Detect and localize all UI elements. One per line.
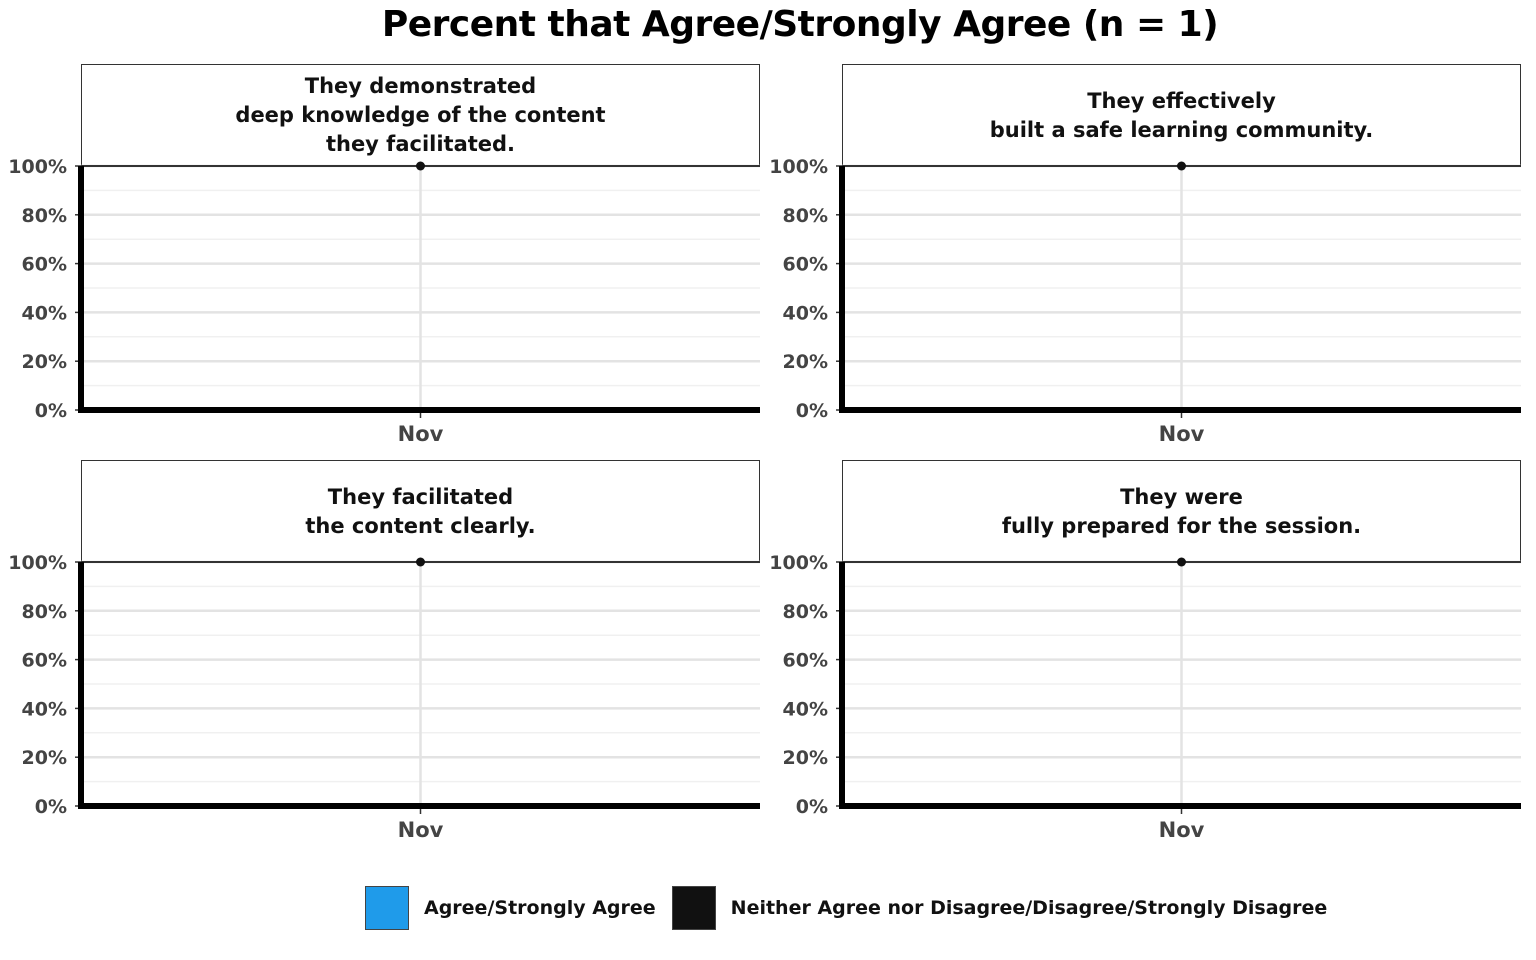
- y-tick-label: 0%: [35, 796, 67, 818]
- y-tick-label: 80%: [22, 601, 67, 623]
- legend: Agree/Strongly Agree Neither Agree nor D…: [365, 885, 1343, 931]
- page-title: Percent that Agree/Strongly Agree (n = 1…: [381, 4, 1219, 45]
- y-tick-label: 60%: [783, 254, 828, 276]
- facet-strip: They effectively built a safe learning c…: [842, 64, 1521, 166]
- data-point: [416, 557, 425, 567]
- y-tick-label: 80%: [783, 205, 828, 227]
- x-tick-label: Nov: [398, 818, 444, 842]
- facet-plot: 0% 20% 40% 60% 80% 100% Nov: [769, 156, 1521, 446]
- y-tick-label: 60%: [22, 254, 67, 276]
- y-tick-label: 20%: [22, 747, 67, 769]
- y-tick-label: 100%: [769, 552, 828, 574]
- facet-title: They effectively built a safe learning c…: [989, 88, 1374, 142]
- y-tick-label: 20%: [783, 747, 828, 769]
- legend-key-neither: [671, 886, 716, 930]
- x-tick-label: Nov: [1159, 818, 1205, 842]
- data-point: [416, 161, 425, 171]
- y-tick-label: 40%: [22, 302, 67, 324]
- facet-plot: 0% 20% 40% 60% 80% 100% Nov: [8, 552, 760, 842]
- y-tick-label: 60%: [22, 650, 67, 672]
- y-tick-label: 0%: [35, 400, 67, 422]
- y-tick-label: 0%: [796, 796, 828, 818]
- facet-strip: They facilitated the content clearly.: [81, 460, 760, 562]
- y-tick-label: 60%: [783, 650, 828, 672]
- facet-panel: They facilitated the content clearly. 0% 2…: [8, 460, 760, 846]
- facet-strip: They demonstrated deep knowledge of the …: [81, 64, 760, 166]
- facet-panel: They were fully prepared for the session…: [769, 460, 1521, 846]
- y-tick-label: 100%: [8, 552, 67, 574]
- x-tick-label: Nov: [1159, 422, 1205, 446]
- x-tick-label: Nov: [398, 422, 444, 446]
- facet-title: They facilitated the content clearly.: [305, 484, 536, 538]
- y-tick-label: 20%: [783, 351, 828, 373]
- facet-plot: 0% 20% 40% 60% 80% 100% Nov: [8, 156, 760, 446]
- facet-title: They were fully prepared for the session…: [1001, 484, 1362, 538]
- facet-title: They demonstrated deep knowledge of the …: [235, 74, 606, 156]
- y-tick-label: 0%: [796, 400, 828, 422]
- y-tick-label: 40%: [22, 698, 67, 720]
- data-point: [1177, 161, 1186, 171]
- facet-panel: They demonstrated deep knowledge of the …: [8, 64, 760, 450]
- facet-panel: They effectively built a safe learning c…: [769, 64, 1521, 450]
- facet-plot: 0% 20% 40% 60% 80% 100% Nov: [769, 552, 1521, 842]
- y-tick-label: 80%: [783, 601, 828, 623]
- y-tick-label: 100%: [769, 156, 828, 178]
- legend-key-agree: [365, 886, 409, 930]
- y-tick-label: 20%: [22, 351, 67, 373]
- legend-label-neither: Neither Agree nor Disagree/Disagree/Stro…: [730, 897, 1328, 919]
- y-tick-label: 40%: [783, 698, 828, 720]
- data-point: [1177, 557, 1186, 567]
- legend-label-agree: Agree/Strongly Agree: [424, 897, 656, 919]
- facet-strip: They were fully prepared for the session…: [842, 460, 1521, 562]
- y-tick-label: 80%: [22, 205, 67, 227]
- y-tick-label: 40%: [783, 302, 828, 324]
- y-tick-label: 100%: [8, 156, 67, 178]
